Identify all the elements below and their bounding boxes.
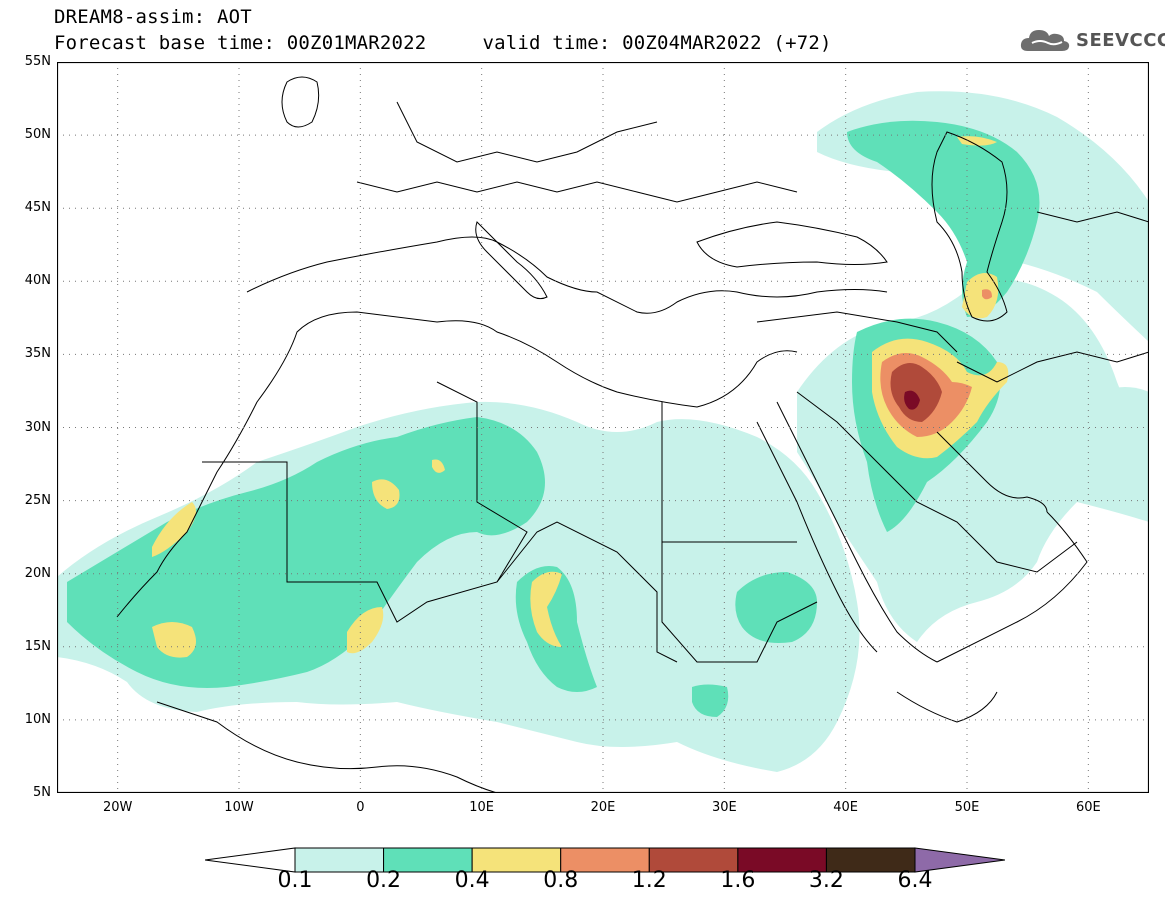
colorbar-label: 0.8 — [543, 868, 579, 893]
colorbar-label: 3.2 — [808, 868, 844, 893]
map-canvas — [56, 61, 1150, 794]
lat-label: 20N — [24, 565, 51, 581]
aot-band-1.6-iraq — [904, 390, 920, 410]
lon-label: 40E — [833, 800, 859, 815]
coast-caspian — [931, 131, 1008, 322]
colorbar-cell — [471, 847, 562, 873]
aot-band-0.4-azerbaijan — [962, 273, 999, 319]
lat-label: 5N — [33, 785, 51, 800]
lon-label: 0 — [356, 800, 365, 815]
aot-band-0.2-sahara — [67, 417, 545, 688]
lon-label: 10W — [224, 800, 254, 815]
colorbar-label: 0.4 — [454, 868, 490, 893]
aot-contours — [57, 91, 1149, 772]
colorbar-label: 1.6 — [720, 868, 756, 893]
colorbar-high-triangle — [914, 847, 1005, 873]
lon-label: 20E — [590, 800, 616, 815]
aot-band-0.4-algeria — [372, 479, 400, 509]
border-europe-2 — [396, 101, 658, 163]
cloud-icon — [1020, 30, 1070, 51]
coast-uk — [281, 76, 320, 128]
aot-band-0.4-mauritania — [152, 502, 196, 557]
border-central-asia — [1036, 211, 1150, 223]
aot-band-0.4-chad — [530, 571, 562, 647]
logo-text: SEEVCCC — [1076, 29, 1165, 51]
border-sudan — [661, 542, 818, 663]
coast-west-africa — [116, 311, 798, 618]
lat-label: 50N — [24, 127, 51, 143]
aot-band-0.4-senegal — [152, 622, 196, 658]
colorbar-cells — [205, 847, 1005, 873]
aot-band-1.2-iraq — [890, 363, 942, 422]
base-time: Forecast base time: 00Z01MAR2022 — [54, 32, 427, 54]
coast-arabia-south — [936, 511, 1088, 663]
lon-label: 50E — [954, 800, 980, 815]
map-title: DREAM8-assim: AOT — [54, 6, 252, 28]
coast-red-sea-west — [756, 421, 878, 653]
lon-label: 60E — [1075, 800, 1101, 815]
map-border — [56, 61, 1150, 794]
colorbar — [205, 847, 1005, 873]
coast-italy — [475, 221, 548, 300]
border-europe — [356, 181, 798, 203]
lat-label: 40N — [24, 273, 51, 289]
colorbar-cell — [737, 847, 827, 873]
coast-africa-horn — [896, 691, 998, 723]
colorbar-cell — [383, 847, 473, 873]
coast-red-sea-east — [776, 401, 938, 663]
colorbar-label: 6.4 — [897, 868, 933, 893]
aot-band-0.1-arctic-right — [1095, 387, 1149, 512]
border-arabia — [796, 391, 1078, 573]
border-turkey — [756, 311, 958, 353]
lat-label: 55N — [24, 54, 51, 69]
lat-label: 35N — [24, 346, 51, 362]
colorbar-label: 0.2 — [366, 868, 402, 893]
colorbar-label: 1.2 — [631, 868, 667, 893]
border-n-africa-1 — [202, 381, 528, 623]
aot-band-0.4-caspian-north — [957, 136, 997, 146]
aot-band-0.2-blob-south — [692, 684, 729, 717]
border-n-africa-2 — [496, 521, 678, 663]
coast-gulf-guinea — [156, 701, 498, 794]
lat-label: 10N — [24, 711, 51, 727]
aot-band-0.2-caspian — [847, 120, 1040, 317]
aot-band-0.4-mali — [347, 607, 384, 654]
border-iran — [956, 351, 1150, 383]
coast-europe-south — [246, 236, 888, 314]
lon-label: 30E — [711, 800, 737, 815]
lat-label: 15N — [24, 638, 51, 654]
forecast-times: Forecast base time: 00Z01MAR2022 valid ti… — [54, 32, 832, 54]
lat-label: 25N — [24, 492, 51, 508]
gridlines — [57, 62, 1149, 793]
colorbar-label: 0.1 — [277, 868, 313, 893]
colorbar-cell — [294, 847, 385, 873]
aot-band-0.4-algeria-2 — [432, 459, 445, 473]
aot-band-0.8-azerbaijan — [982, 289, 992, 300]
colorbar-cell — [560, 847, 650, 873]
coast-gulf — [936, 431, 1048, 513]
aot-map — [56, 61, 1150, 794]
colorbar-cell — [648, 847, 739, 873]
logo: SEEVCCC — [1018, 24, 1165, 56]
valid-time: valid time: 00Z04MAR2022 (+72) — [482, 32, 832, 54]
aot-band-0.2-sudan — [735, 572, 817, 643]
colorbar-cell — [825, 847, 916, 873]
lon-label: 20W — [102, 800, 133, 815]
lat-label: 45N — [24, 200, 51, 216]
lon-label: 10E — [469, 800, 495, 815]
coastlines — [116, 76, 1150, 794]
lat-label: 30N — [24, 419, 51, 435]
coast-black-sea — [696, 221, 888, 268]
